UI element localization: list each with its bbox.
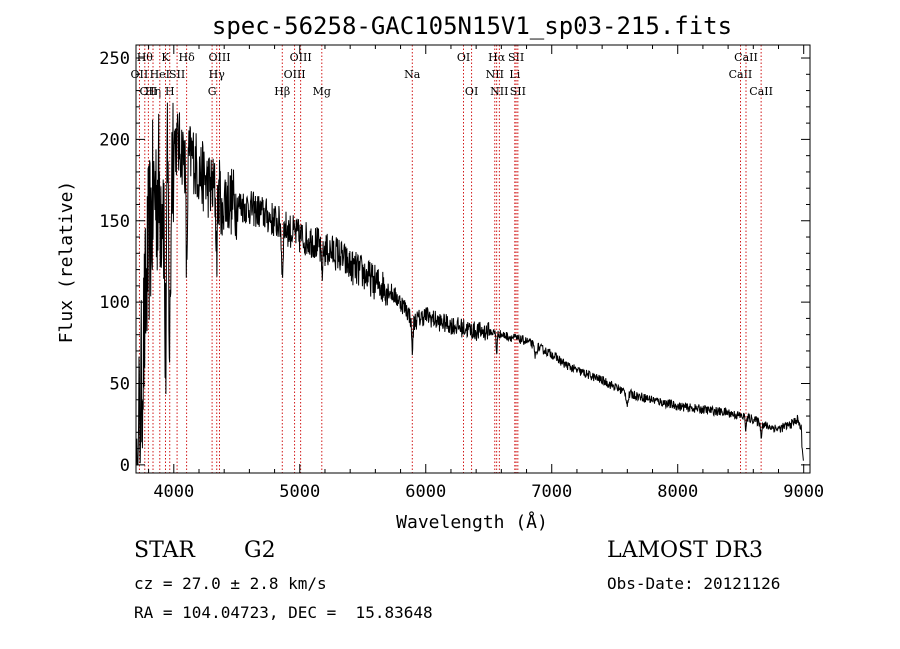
y-tick-label: 250 [99,49,130,69]
line-marker-label: Mg [313,85,331,98]
x-tick-label: 4000 [153,482,194,502]
line-marker-label: NII [490,85,508,98]
line-marker-label: Na [404,68,421,81]
line-marker-label: SII [510,85,526,98]
line-marker-label: NII [486,68,504,81]
line-marker-label: Hβ [274,85,290,98]
line-marker-label: OIII [284,68,306,81]
line-marker-label: Hη [145,85,161,98]
y-tick-label: 50 [110,374,130,394]
line-marker-label: Hδ [179,51,196,64]
y-tick-label: 100 [99,293,130,313]
y-axis-label: Flux (relative) [56,181,77,344]
line-marker-label: CaII [729,68,753,81]
line-marker-label: SII [508,51,524,64]
line-marker-label: HeI [150,68,170,81]
line-marker-label: Li [509,68,520,81]
y-tick-label: 0 [120,456,130,476]
line-marker-label: SII [169,68,185,81]
chart-title: spec-56258-GAC105N15V1_sp03-215.fits [212,12,732,40]
spectrum-line [135,102,804,466]
x-tick-label: 5000 [279,482,320,502]
object-class: STAR [134,538,195,563]
spectral-subclass: G2 [244,538,276,563]
line-marker-label: H [165,85,175,98]
line-marker-label: Hγ [209,68,226,81]
line-marker-label: OI [465,85,478,98]
line-marker-label: CaII [749,85,773,98]
x-tick-label: 9000 [783,482,824,502]
x-tick-label: 7000 [531,482,572,502]
line-marker-label: OI [457,51,470,64]
plot-frame [135,44,811,474]
x-tick-label: 8000 [657,482,698,502]
obs-date: Obs-Date: 20121126 [607,574,781,593]
redshift-text: cz = 27.0 ± 2.8 km/s [134,574,327,593]
x-tick-label: 6000 [405,482,446,502]
line-marker-label: OIII [208,51,230,64]
line-marker-label: OIII [290,51,312,64]
coordinates-text: RA = 104.04723, DEC = 15.83648 [134,603,433,622]
y-tick-label: 200 [99,130,130,150]
line-marker-label: CaII [734,51,758,64]
x-axis-label: Wavelength (Å) [396,511,548,533]
axis-ticks: 4000 5000 6000 7000 8000 9000 0 50 100 150 200 250 [99,45,824,502]
y-tick-label: 150 [99,212,130,232]
line-marker-label: G [208,85,217,98]
line-marker-label: Hθ [137,51,154,64]
line-marker-label: Hα [488,51,506,64]
line-marker-label: K [161,51,170,64]
survey-name: LAMOST DR3 [607,538,763,563]
